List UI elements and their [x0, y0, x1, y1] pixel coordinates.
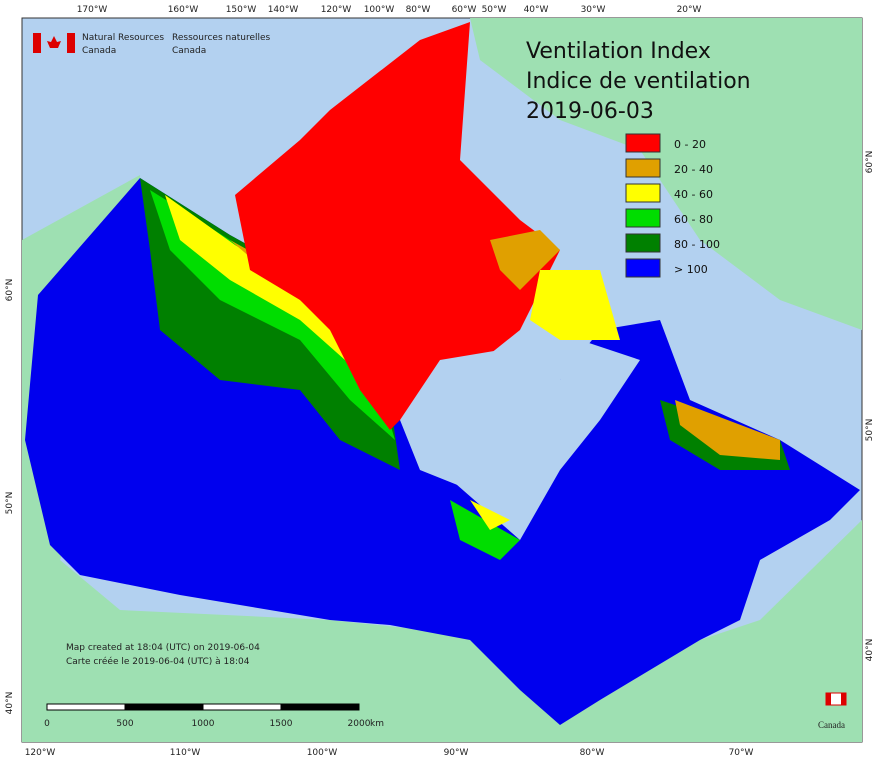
- title-fr: Indice de ventilation: [526, 69, 751, 94]
- lon-label: 70°W: [729, 748, 754, 758]
- note: Carte créée le 2019-06-04 (UTC) à 18:04: [66, 656, 250, 667]
- maple-leaf: [47, 36, 61, 48]
- title-en: Ventilation Index: [526, 39, 711, 64]
- scale-tick: 1500: [270, 719, 293, 729]
- hudson-bay: [400, 340, 640, 520]
- lat-label: 50°N: [865, 419, 875, 442]
- scale-tick: 2000: [348, 719, 371, 729]
- labrador-orange: [675, 400, 780, 460]
- lon-label: 150°W: [226, 5, 257, 15]
- legend-label: 0 - 20: [674, 138, 706, 151]
- scale-tick: 500: [116, 719, 133, 729]
- lat-label: 60°N: [5, 279, 15, 302]
- lon-label: 100°W: [364, 5, 395, 15]
- ontario-yellow: [470, 500, 510, 530]
- ontario-green: [450, 500, 520, 560]
- legend-swatch: [625, 233, 661, 253]
- legend-swatch: [625, 208, 661, 228]
- wordmark: Canada: [818, 720, 845, 730]
- flag-right: [67, 33, 75, 53]
- scale-seg: [202, 703, 282, 711]
- agency-fr: Canada: [172, 46, 206, 56]
- legend-swatch: [625, 158, 661, 178]
- greenland: [470, 18, 862, 330]
- scale-tick: 0: [44, 719, 50, 729]
- lon-label: 120°W: [321, 5, 352, 15]
- zone-40-60: [165, 195, 385, 420]
- lon-label: 80°W: [580, 748, 605, 758]
- note: Map created at 18:04 (UTC) on 2019-06-04: [66, 643, 260, 653]
- lon-label: 40°W: [524, 5, 549, 15]
- lon-label: 120°W: [25, 748, 56, 758]
- quebec-north: [530, 270, 620, 340]
- lon-label: 100°W: [307, 748, 338, 758]
- scale-seg: [124, 703, 204, 711]
- agency-en: Natural Resources: [82, 33, 164, 43]
- agency-en: Canada: [82, 46, 116, 56]
- wordmark-flag-bar: [826, 693, 831, 705]
- legend-label: 40 - 60: [674, 188, 713, 201]
- legend-swatch: [625, 183, 661, 203]
- legend-swatch: [625, 133, 661, 153]
- legend-label: 60 - 80: [674, 213, 713, 226]
- scale-tick: 1000: [192, 719, 215, 729]
- lon-label: 140°W: [268, 5, 299, 15]
- title-date: 2019-06-03: [526, 99, 654, 124]
- lon-label: 160°W: [168, 5, 199, 15]
- arctic-red: [235, 22, 560, 430]
- agency-fr: Ressources naturelles: [172, 33, 271, 43]
- lon-label: 50°W: [482, 5, 507, 15]
- baffin-orange: [490, 230, 560, 290]
- legend-label: 80 - 100: [674, 238, 720, 251]
- lon-label: 80°W: [406, 5, 431, 15]
- lon-label: 20°W: [677, 5, 702, 15]
- legend-swatch: [625, 258, 661, 278]
- lat-label: 40°N: [865, 639, 875, 662]
- lon-label: 60°W: [452, 5, 477, 15]
- lat-label: 60°N: [865, 151, 875, 174]
- lon-label: 30°W: [581, 5, 606, 15]
- scale-seg: [280, 703, 360, 711]
- flag-left: [33, 33, 41, 53]
- lat-label: 50°N: [5, 492, 15, 515]
- lon-label: 110°W: [170, 748, 201, 758]
- lat-label: 40°N: [5, 692, 15, 715]
- wordmark-flag-bar: [841, 693, 846, 705]
- scale-unit: km: [370, 719, 384, 729]
- legend-label: > 100: [674, 263, 708, 276]
- lon-label: 170°W: [77, 5, 108, 15]
- scale-seg: [46, 703, 126, 711]
- lon-label: 90°W: [444, 748, 469, 758]
- legend-label: 20 - 40: [674, 163, 713, 176]
